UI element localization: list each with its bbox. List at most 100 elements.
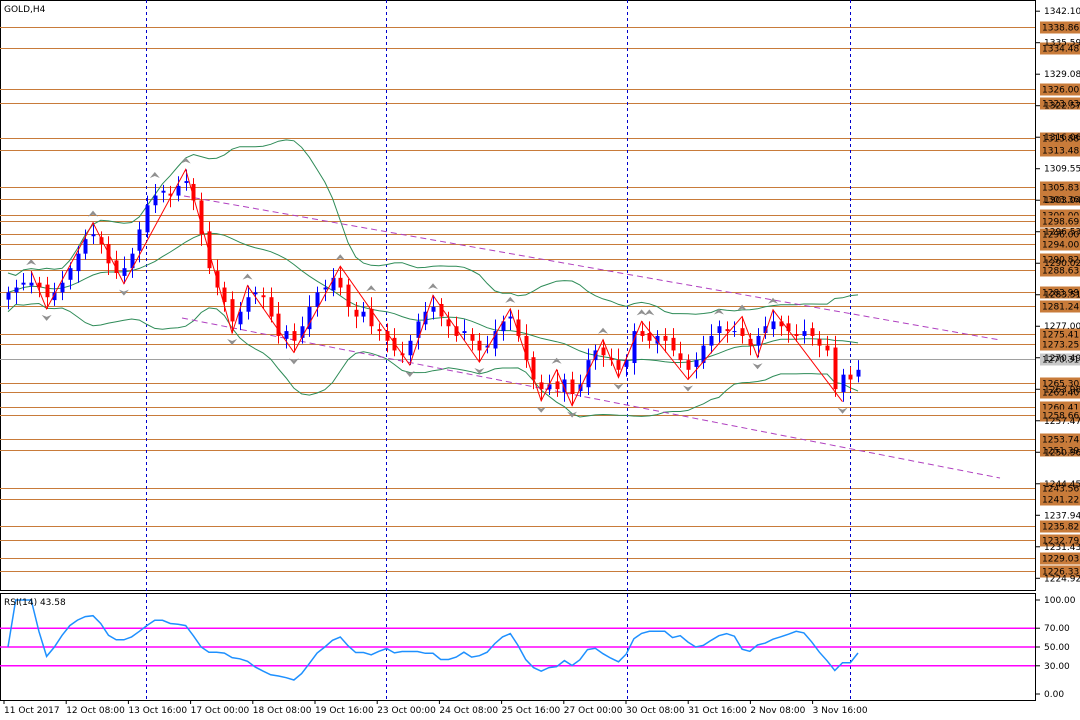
candle-body	[29, 282, 34, 286]
time-axis-label: 2 Nov 08:00	[750, 706, 805, 716]
level-label: 1303.36	[1042, 196, 1079, 206]
fractal-up-marker	[149, 171, 160, 178]
level-label: 1315.88	[1042, 135, 1079, 145]
candle-body	[848, 374, 853, 380]
price-axis-label: 1335.59	[1044, 39, 1080, 49]
price-axis-label: 1263.98	[1044, 385, 1080, 395]
fractal-down-marker	[752, 363, 763, 370]
candle-body	[408, 340, 413, 356]
candle-body	[323, 287, 328, 290]
time-axis-label: 13 Oct 16:00	[128, 706, 187, 716]
candle-body	[477, 340, 482, 351]
candle-body	[191, 183, 196, 201]
time-axis-label: 12 Oct 08:00	[66, 706, 125, 716]
time-axis: 11 Oct 2017 12 Oct 08:00 13 Oct 16:00 17 Oc…	[3, 700, 868, 716]
candle-body	[686, 360, 691, 370]
candle-body	[361, 311, 366, 317]
level-label: 1273.25	[1042, 341, 1079, 351]
price-axis-label: 1329.08	[1044, 70, 1080, 80]
level-label-bg	[1040, 144, 1080, 157]
candle-body	[678, 353, 683, 361]
level-label: 1253.74	[1042, 436, 1079, 446]
level-label: 1251.39	[1042, 447, 1079, 457]
zigzag-line	[30, 168, 843, 407]
candle-body	[230, 299, 235, 322]
price-axis-label: 1303.04	[1044, 196, 1080, 206]
level-label: 1243.56	[1042, 485, 1079, 495]
price-axis-label: 1270.49	[1044, 354, 1080, 364]
candle-body	[145, 205, 150, 233]
level-label: 1334.48	[1042, 45, 1079, 55]
candle-body	[199, 200, 204, 235]
candle-body	[616, 360, 621, 370]
candle-body	[856, 369, 861, 377]
fractal-up-marker	[598, 327, 608, 334]
fractal-down-marker	[288, 358, 299, 365]
price-axis-label: 1237.94	[1044, 511, 1080, 521]
candle-body	[586, 360, 591, 388]
candle-body	[632, 331, 637, 364]
candle-body	[300, 326, 305, 338]
candle-body	[83, 239, 88, 254]
level-label-bg	[1040, 21, 1080, 34]
level-label-bg	[1040, 286, 1080, 299]
time-axis-label: 18 Oct 08:00	[253, 706, 312, 716]
time-axis-label: 31 Oct 16:00	[688, 706, 747, 716]
fractal-down-marker	[474, 368, 485, 375]
time-axis-label: 17 Oct 00:00	[191, 706, 250, 716]
candle-body	[725, 329, 730, 332]
time-axis-label: 3 Nov 16:00	[813, 706, 868, 716]
level-label-bg	[1040, 264, 1080, 277]
candle-body	[701, 345, 706, 364]
candle-body	[215, 271, 220, 288]
price-axis: 1342.10 1335.59 1329.08 1322.57 1316.06 1309.…	[1036, 7, 1080, 584]
candles	[6, 169, 861, 406]
level-label-bg	[1040, 215, 1080, 228]
candle-body	[748, 338, 753, 346]
level-label: 1290.82	[1042, 256, 1079, 266]
level-label-bg	[1040, 253, 1080, 266]
candle-body	[99, 237, 104, 244]
candle-body	[786, 323, 791, 332]
candle-body	[802, 331, 807, 336]
level-label-bg	[1040, 552, 1080, 565]
channel-upper	[183, 195, 1001, 341]
fractal-up-marker	[242, 273, 253, 280]
level-label-bg	[1040, 83, 1080, 96]
fractal-down-marker	[613, 383, 624, 390]
candle-body	[137, 229, 142, 251]
fractal-down-marker	[404, 370, 415, 377]
level-label: 1232.79	[1042, 537, 1079, 547]
band-lower	[7, 302, 859, 418]
rsi-indicator: 100.00 70.00 50.00 30.00 0.00	[0, 596, 1076, 700]
band-upper	[7, 139, 859, 315]
candle-body	[779, 321, 784, 327]
candle-body	[184, 181, 189, 183]
level-label: 1294.00	[1042, 241, 1079, 251]
candle-body	[68, 268, 73, 280]
candle-body	[338, 277, 343, 288]
candle-body	[21, 282, 26, 285]
level-label-bg	[1040, 534, 1080, 547]
candle-body	[717, 326, 722, 334]
price-axis-label: 1250.96	[1044, 448, 1080, 458]
candle-body	[76, 253, 81, 272]
level-label: 1326.00	[1042, 86, 1079, 96]
candle-body	[91, 234, 96, 237]
candle-body	[377, 329, 382, 332]
candle-body	[763, 326, 768, 334]
candle-body	[431, 306, 436, 312]
fractal-up-marker	[644, 309, 655, 316]
fractal-down-marker	[536, 406, 547, 413]
level-label: 1296.00	[1042, 231, 1079, 241]
candle-body	[60, 282, 65, 293]
level-label-bg	[1040, 193, 1080, 206]
level-label: 1265.30	[1042, 380, 1079, 390]
fractal-down-marker	[41, 314, 52, 321]
price-axis-label: 1290.02	[1044, 259, 1080, 269]
candle-body	[539, 382, 544, 390]
time-axis-label: 23 Oct 00:00	[377, 706, 436, 716]
time-axis-label: 19 Oct 16:00	[315, 706, 374, 716]
level-label-bg	[1040, 433, 1080, 446]
